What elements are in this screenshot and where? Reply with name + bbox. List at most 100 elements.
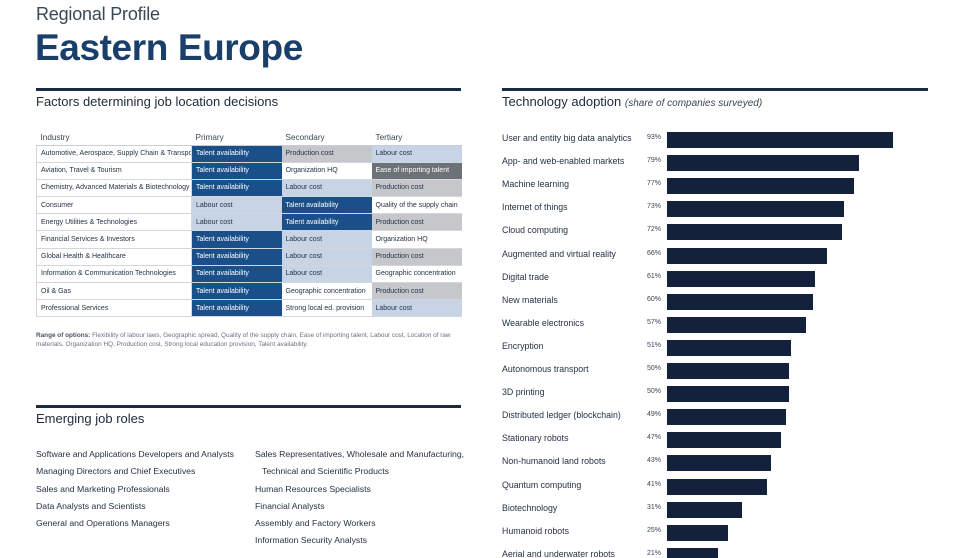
tech-row: Internet of things 73% — [0, 199, 960, 222]
industry-cell: Global Health & Healthcare — [36, 248, 192, 266]
column-header-industry: Industry — [36, 131, 192, 146]
tech-bar — [667, 178, 855, 195]
factors-row: Financial Services & Investors Talent ava… — [36, 230, 462, 249]
tech-bar — [667, 409, 787, 426]
tech-row: Wearable electronics 57% — [0, 315, 960, 338]
tech-bar — [667, 270, 816, 287]
tech-row: Machine learning 77% — [0, 176, 960, 199]
tech-section-title: Technology adoption (share of companies … — [502, 94, 762, 109]
job-role-item: General and Operations Managers — [36, 518, 170, 529]
tech-value-label: 25% — [647, 526, 662, 534]
tech-row: Aerial and underwater robots 21% — [0, 546, 960, 558]
tech-value-label: 43% — [647, 457, 662, 465]
tech-value-label: 79% — [647, 157, 662, 165]
tech-category-label: Non-humanoid land robots — [502, 456, 606, 467]
tech-bar — [667, 501, 743, 518]
factors-row: Consumer Labour cost Talent availability Qu… — [36, 196, 462, 215]
tech-bar — [667, 455, 772, 472]
tech-category-label: New materials — [502, 294, 558, 305]
tech-category-label: Augmented and virtual reality — [502, 248, 616, 259]
primary-factor-cell: Talent availability — [191, 248, 282, 266]
job-role-item: Technical and Scientific Products — [262, 466, 389, 477]
range-of-options-label: Range of options: — [36, 332, 91, 339]
tech-value-label: 77% — [647, 180, 662, 188]
range-of-options-text: Flexibility of labour laws, Geographic s… — [36, 332, 451, 348]
secondary-factor-cell: Labour cost — [281, 179, 372, 198]
tech-bar — [667, 224, 842, 241]
primary-factor-cell: Labour cost — [191, 196, 282, 215]
tech-category-label: Stationary robots — [502, 433, 569, 444]
factors-row: Chemistry, Advanced Materials & Biotechn… — [36, 179, 462, 198]
roles-column-1: Software and Applications Developers and… — [36, 446, 234, 532]
primary-factor-cell: Talent availability — [191, 179, 282, 198]
page-eyebrow: Regional Profile — [36, 4, 160, 24]
tech-category-label: Autonomous transport — [502, 364, 589, 374]
range-of-options-note: Range of options: Flexibility of labour … — [36, 331, 461, 349]
factors-section-title: Factors determining job location decisio… — [36, 94, 279, 109]
tech-category-label: Distributed ledger (blockchain) — [502, 410, 621, 421]
job-role-item: Sales and Marketing Professionals — [36, 483, 170, 494]
tech-category-label: Biotechnology — [502, 502, 558, 513]
tech-value-label: 50% — [647, 365, 662, 372]
industry-cell: Oil & Gas — [36, 282, 192, 301]
column-header-tertiary: Tertiary — [371, 131, 462, 146]
tech-row: Biotechnology 31% — [0, 500, 960, 523]
job-role-item: Financial Analysts — [255, 500, 325, 511]
tech-row: Quantum computing 41% — [0, 477, 960, 500]
tech-value-label: 21% — [647, 549, 662, 557]
tech-section-rule — [502, 88, 928, 91]
tertiary-factor-cell: Production cost — [371, 213, 462, 232]
tech-row: 3D printing 50% — [0, 384, 960, 407]
secondary-factor-cell: Talent availability — [281, 213, 372, 232]
tech-bar — [667, 363, 789, 379]
tertiary-factor-cell: Labour cost — [371, 145, 462, 163]
secondary-factor-cell: Labour cost — [281, 248, 372, 266]
tech-row: Autonomous transport 50% — [0, 361, 960, 384]
secondary-factor-cell: Strong local ed. provision — [281, 299, 372, 318]
tech-category-label: 3D printing — [502, 387, 545, 398]
tech-value-label: 49% — [647, 411, 662, 419]
column-header-primary: Primary — [191, 131, 282, 146]
tech-row: User and entity big data analytics 93% — [0, 130, 960, 153]
tech-row: Digital trade 61% — [0, 269, 960, 292]
job-role-item: Information Security Analysts — [255, 535, 368, 546]
factors-row: Oil & Gas Talent availability Geographic c… — [36, 282, 462, 301]
tech-bar — [667, 547, 719, 558]
factors-row: Energy Utilities & Technologies Labour co… — [36, 213, 462, 232]
tech-value-label: 66% — [647, 249, 662, 257]
tech-value-label: 31% — [647, 503, 662, 511]
tech-bar — [667, 478, 767, 495]
tech-bar — [667, 316, 806, 333]
primary-factor-cell: Talent availability — [191, 230, 282, 249]
job-role-item: Software and Applications Developers and… — [36, 449, 234, 459]
roles-column-2: Sales Representatives, Wholesale and Man… — [255, 446, 464, 550]
tech-value-label: 72% — [647, 226, 662, 234]
factors-table: Industry Primary Secondary Tertiary Auto… — [36, 131, 462, 318]
industry-cell: Aviation, Travel & Tourism — [36, 162, 192, 180]
job-role-item: Human Resources Specialists — [255, 483, 371, 494]
factors-row: Global Health & Healthcare Talent availab… — [36, 248, 462, 266]
tech-value-label: 60% — [647, 295, 662, 303]
tertiary-factor-cell: Organization HQ — [371, 230, 462, 249]
factors-row: Information & Communication Technologies… — [36, 265, 462, 284]
factors-row: Aviation, Travel & Tourism Talent availab… — [36, 162, 462, 180]
factors-row: Automotive, Aerospace, Supply Chain & Tr… — [36, 145, 462, 163]
secondary-factor-cell: Talent availability — [281, 196, 372, 215]
tech-title: Technology adoption — [502, 94, 622, 109]
factors-header-row: Industry Primary Secondary Tertiary — [36, 131, 462, 146]
job-role-item: Sales Representatives, Wholesale and Man… — [255, 449, 465, 459]
industry-cell: Consumer — [36, 196, 192, 215]
industry-cell: Chemistry, Advanced Materials & Biotechn… — [36, 179, 192, 198]
tertiary-factor-cell: Quality of the supply chain — [371, 196, 462, 215]
tech-bar — [667, 132, 893, 148]
tech-bar — [667, 201, 845, 218]
tech-value-label: 41% — [647, 480, 662, 488]
job-role-item: Managing Directors and Chief Executives — [36, 466, 196, 477]
column-header-secondary: Secondary — [281, 131, 372, 146]
primary-factor-cell: Labour cost — [191, 213, 282, 232]
tertiary-factor-cell: Ease of importing talent — [371, 162, 462, 180]
tech-row: Augmented and virtual reality 66% — [0, 246, 960, 269]
job-role-item: Data Analysts and Scientists — [36, 500, 146, 511]
tech-bar — [667, 386, 789, 403]
tertiary-factor-cell: Production cost — [371, 179, 462, 198]
